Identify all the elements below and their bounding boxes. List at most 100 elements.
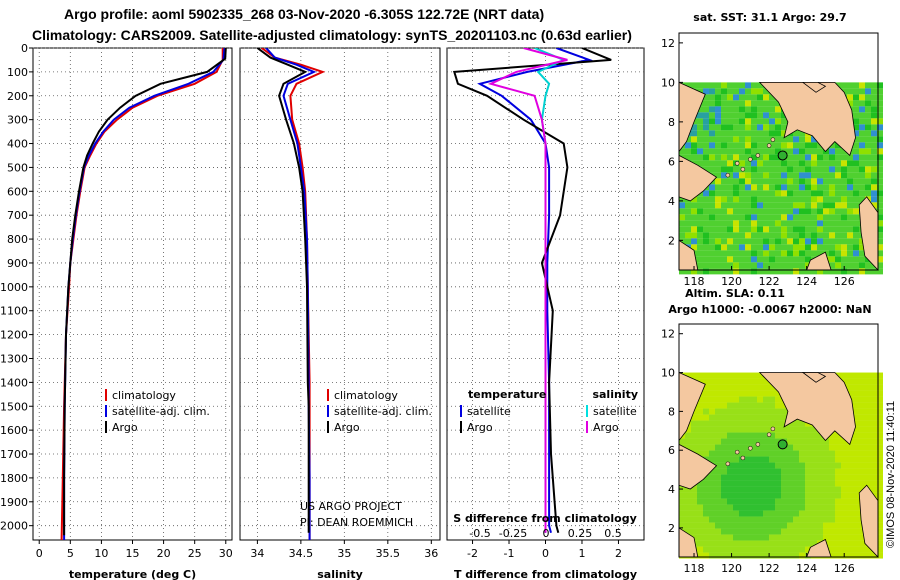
map-cell — [709, 88, 715, 95]
map-cell — [787, 486, 793, 493]
map-cell — [763, 262, 769, 269]
map-cell — [709, 82, 715, 89]
map-cell — [733, 522, 739, 529]
map-cell — [805, 450, 811, 457]
map-cell — [763, 510, 769, 517]
map-cell — [775, 118, 781, 125]
map-cell — [835, 268, 841, 275]
map-cell — [769, 148, 775, 155]
map-cell — [805, 540, 811, 547]
map-cell — [877, 256, 883, 263]
map-cell — [865, 82, 871, 89]
map-cell — [739, 100, 745, 107]
map-cell — [745, 510, 751, 517]
map-cell — [775, 396, 781, 403]
map-cell — [781, 268, 787, 275]
map-cell — [763, 408, 769, 415]
map-cell — [763, 552, 769, 559]
x-tick-label: -1 — [504, 547, 515, 560]
map-cell — [769, 244, 775, 251]
map-cell — [775, 432, 781, 439]
map-cell — [781, 262, 787, 269]
map-cell — [799, 262, 805, 269]
map-cell — [847, 208, 853, 215]
map-cell — [847, 384, 853, 391]
map-cell — [709, 214, 715, 221]
map-cell — [757, 124, 763, 131]
map-cell — [811, 184, 817, 191]
map-cell — [805, 226, 811, 233]
map-cell — [709, 256, 715, 263]
map-cell — [721, 390, 727, 397]
map-cell — [805, 172, 811, 179]
map-cell — [799, 178, 805, 185]
map-cell — [841, 196, 847, 203]
differences-panel: -2 -1 0 1 2T difference from climatologytemp… — [446, 47, 645, 580]
map-cell — [871, 106, 877, 113]
map-cell — [787, 474, 793, 481]
map-cell — [871, 378, 877, 385]
map-cell — [865, 190, 871, 197]
map-cell — [829, 196, 835, 203]
map-cell — [805, 426, 811, 433]
map-cell — [757, 504, 763, 511]
map-cell — [859, 190, 865, 197]
map-cell — [799, 426, 805, 433]
map-cell — [751, 220, 757, 227]
map-cell — [685, 148, 691, 155]
map-cell — [757, 208, 763, 215]
map-cell — [877, 190, 883, 197]
map-cell — [877, 250, 883, 257]
map-cell — [751, 148, 757, 155]
map-cell — [859, 384, 865, 391]
map-cell — [703, 432, 709, 439]
map-cell — [835, 438, 841, 445]
map-cell — [841, 528, 847, 535]
map-cell — [835, 450, 841, 457]
map-cell — [685, 232, 691, 239]
map-cell — [757, 528, 763, 535]
map-cell — [763, 414, 769, 421]
map-cell — [685, 372, 691, 379]
x-tick-label: 35.5 — [376, 547, 401, 560]
map-cell — [697, 510, 703, 517]
map-cell — [733, 136, 739, 143]
x-tick-label: 1 — [578, 547, 585, 560]
map-cell — [805, 432, 811, 439]
map-cell — [745, 190, 751, 197]
map-cell — [877, 468, 883, 475]
map-cell — [745, 238, 751, 245]
map-cell — [859, 450, 865, 457]
map-cell — [721, 136, 727, 143]
map-cell — [733, 268, 739, 275]
map-cell — [805, 498, 811, 505]
map-cell — [859, 528, 865, 535]
map-cell — [871, 432, 877, 439]
map-cell — [841, 178, 847, 185]
map-cell — [709, 160, 715, 167]
island — [734, 161, 740, 166]
map-cell — [751, 456, 757, 463]
x-axis-label: temperature (deg C) — [69, 568, 196, 580]
map-cell — [733, 244, 739, 251]
map-cell — [715, 148, 721, 155]
map-cell — [721, 154, 727, 161]
map-cell — [697, 148, 703, 155]
map-cell — [709, 112, 715, 119]
land-mass — [758, 372, 856, 446]
map-cell — [727, 390, 733, 397]
map-cell — [715, 226, 721, 233]
map-cell — [859, 196, 865, 203]
map-cell — [703, 480, 709, 487]
map-cell — [721, 480, 727, 487]
map-cell — [805, 438, 811, 445]
map-cell — [847, 378, 853, 385]
map-cell — [721, 232, 727, 239]
map-cell — [871, 456, 877, 463]
map-y-tick-label: 8 — [668, 116, 675, 129]
map-cell — [733, 492, 739, 499]
map-cell — [775, 492, 781, 499]
map-y-tick-label: 4 — [668, 195, 675, 208]
map-cell — [703, 220, 709, 227]
map-cell — [751, 450, 757, 457]
